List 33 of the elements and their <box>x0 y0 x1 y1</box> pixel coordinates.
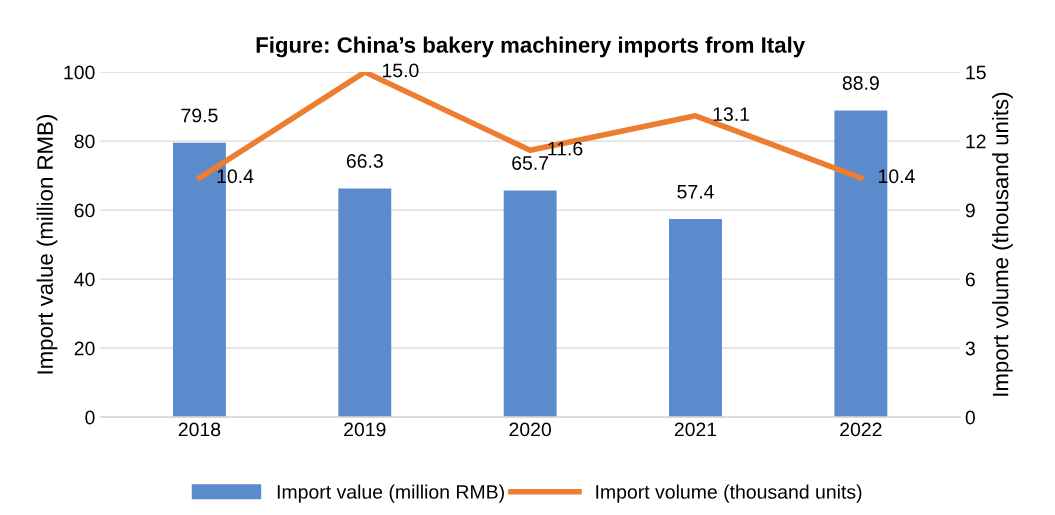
y-tick-label: 60 <box>74 203 95 218</box>
y-tick-label: 40 <box>74 272 95 287</box>
text: 57.4 <box>677 185 714 199</box>
text: 79.5 <box>181 108 218 123</box>
data-label: 13.1 <box>713 107 750 122</box>
y-tick-label: 0 <box>85 410 95 425</box>
y-axis-title: Import value (million RMB) <box>36 115 58 374</box>
y2-tick-label: 15 <box>966 65 986 80</box>
y-tick-label: 80 <box>74 134 95 149</box>
y2-tick-label: 0 <box>965 410 975 425</box>
y2-tick-label: 9 <box>965 203 975 218</box>
text: 66.3 <box>346 154 383 168</box>
bar <box>503 190 557 418</box>
data-label: 11.6 <box>548 141 583 156</box>
x-tick-label: 2021 <box>674 422 717 437</box>
x-tick-label: 2020 <box>509 422 552 437</box>
y-tick-label: 20 <box>74 341 95 356</box>
y2-axis-title: Import volume (thousand units) <box>992 92 1013 396</box>
y2-tick-label: 3 <box>965 341 975 356</box>
y2-tick-label: 12 <box>966 134 986 149</box>
data-label: 15.0 <box>382 63 419 78</box>
text: 88.9 <box>842 76 879 90</box>
chart-title: Figure: China’s bakery machinery imports from Italy <box>256 36 805 58</box>
bar <box>338 188 392 418</box>
y-tick-label: 100 <box>64 65 95 80</box>
x-tick-label: 2022 <box>840 422 882 437</box>
y2-tick-label: 6 <box>965 272 975 287</box>
legend-label: Import value (million RMB) <box>277 484 504 503</box>
bar <box>669 219 722 418</box>
text: 65.7 <box>512 156 549 170</box>
x-tick-label: 2018 <box>178 422 221 437</box>
legend-label: Import volume (thousand units) <box>596 484 862 503</box>
x-tick-label: 2019 <box>344 422 386 437</box>
